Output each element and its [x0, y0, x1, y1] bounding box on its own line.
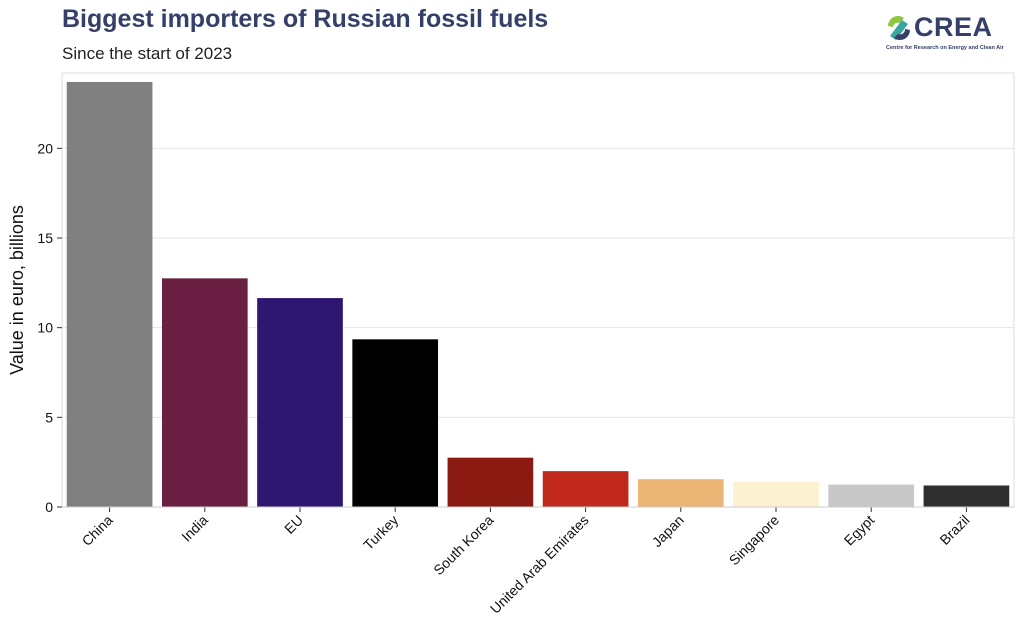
bar-brazil	[923, 485, 1010, 507]
x-tick-label: Turkey	[360, 512, 401, 553]
bar-singapore	[733, 481, 819, 507]
chart-subtitle: Since the start of 2023	[62, 44, 233, 63]
x-tick-label: China	[79, 512, 116, 549]
bars	[66, 81, 1010, 507]
x-tick-label: Japan	[649, 512, 687, 550]
bar-eu	[257, 298, 343, 507]
x-tick-label: Brazil	[936, 512, 972, 548]
bar-turkey	[352, 339, 439, 507]
y-tick-label: 5	[45, 409, 53, 425]
x-tick-label: United Arab Emirates	[487, 512, 592, 617]
bar-south-korea	[447, 457, 534, 507]
chart-title: Biggest importers of Russian fossil fuel…	[62, 5, 549, 33]
crea-logo-text: CREA	[914, 12, 993, 42]
y-tick-label: 15	[37, 230, 53, 246]
x-tick-label: EU	[281, 512, 306, 537]
x-tick-label: South Korea	[430, 512, 497, 579]
x-tick-label: Egypt	[841, 512, 878, 549]
x-tick-label: Singapore	[726, 512, 783, 569]
bar-united-arab-emirates	[542, 471, 629, 507]
crea-logo-mark-icon	[888, 15, 910, 40]
y-axis: 0 5 10 15 20	[37, 140, 62, 515]
crea-logo: CREA Centre for Research on Energy and C…	[884, 12, 1014, 58]
y-axis-label: Value in euro, billions	[7, 205, 27, 375]
bar-china	[66, 81, 153, 507]
bar-japan	[637, 479, 724, 507]
y-tick-label: 20	[37, 140, 53, 156]
y-tick-label: 10	[37, 320, 53, 336]
x-tick-label: India	[178, 512, 211, 545]
bar-india	[161, 278, 248, 507]
bar-egypt	[828, 484, 915, 507]
y-tick-label: 0	[45, 499, 53, 515]
crea-logo-tagline: Centre for Research on Energy and Clean …	[886, 45, 1004, 51]
